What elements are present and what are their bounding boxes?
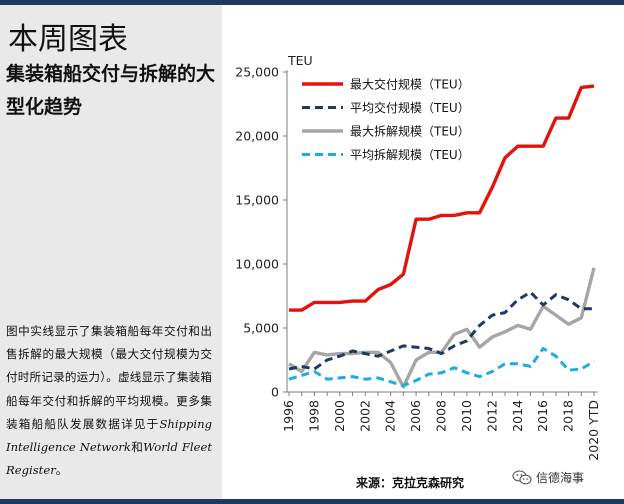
watermark-text: 信德海事 bbox=[536, 471, 585, 485]
y-tick-label: 5,000 bbox=[243, 321, 279, 336]
x-tick-label: 2010 bbox=[459, 400, 474, 432]
description-end: 。 bbox=[55, 463, 68, 478]
x-tick-label: 2014 bbox=[510, 400, 525, 432]
x-tick-label: 2016 bbox=[535, 400, 550, 432]
line-chart: TEU 0 5,000 10,000 15,000 20,000 25,000 1996 199… bbox=[235, 53, 601, 461]
chart-panel bbox=[222, 5, 624, 499]
y-tick-label: 25,000 bbox=[235, 65, 279, 80]
y-tick-label: 0 bbox=[271, 385, 279, 400]
y-tick-label: 10,000 bbox=[235, 257, 279, 272]
series-line-2 bbox=[288, 290, 594, 371]
y-tick-label: 20,000 bbox=[235, 129, 279, 144]
y-unit-label: TEU bbox=[287, 53, 313, 68]
y-tick-label: 15,000 bbox=[235, 193, 279, 208]
description-main: 图中实线显示了集装箱船每年交付和出售拆解的最大规模（最大交付规模为交付时所记录的… bbox=[6, 324, 212, 431]
x-tick-label: 1998 bbox=[306, 400, 321, 432]
subtitle: 集装箱船交付与拆解的大型化趋势 bbox=[6, 63, 216, 118]
legend-label-1: 最大交付规模（TEU） bbox=[350, 77, 470, 92]
watermark: 信德海事 bbox=[512, 469, 584, 486]
description-link-wfr: World Fleet Register bbox=[6, 440, 212, 478]
wechat-icon bbox=[512, 470, 532, 485]
series-line-4 bbox=[288, 347, 595, 388]
x-tick-label: 2018 bbox=[561, 400, 576, 432]
bottom-rule bbox=[0, 499, 624, 504]
x-tick-label: 2006 bbox=[408, 400, 423, 432]
top-rule bbox=[0, 0, 624, 5]
series-line-1 bbox=[289, 84, 595, 312]
description: 图中实线显示了集装箱船每年交付和出售拆解的最大规模（最大交付规模为交付时所记录的… bbox=[6, 320, 212, 482]
page-title: 本周图表 bbox=[8, 22, 128, 57]
legend-label-4: 平均拆解规模（TEU） bbox=[350, 147, 470, 162]
legend-label-3: 最大拆解规模（TEU） bbox=[350, 124, 470, 139]
x-tick-label: 2020 YTD bbox=[586, 400, 601, 461]
x-tick-label: 2012 bbox=[484, 400, 499, 432]
legend-label-2: 平均交付规模（TEU） bbox=[350, 100, 470, 115]
left-panel bbox=[0, 5, 222, 499]
description-link-sin: Shipping Intelligence Network bbox=[6, 416, 212, 455]
x-tick-label: 2000 bbox=[332, 400, 347, 432]
x-tick-label: 2004 bbox=[383, 400, 398, 432]
series-line-3 bbox=[288, 267, 596, 389]
source-note: 来源：克拉克森研究 bbox=[356, 476, 465, 490]
x-tick-label: 2002 bbox=[357, 400, 372, 432]
description-and: 和 bbox=[130, 440, 144, 455]
x-tick-label: 2008 bbox=[434, 400, 449, 432]
x-tick-label: 1996 bbox=[281, 400, 296, 432]
